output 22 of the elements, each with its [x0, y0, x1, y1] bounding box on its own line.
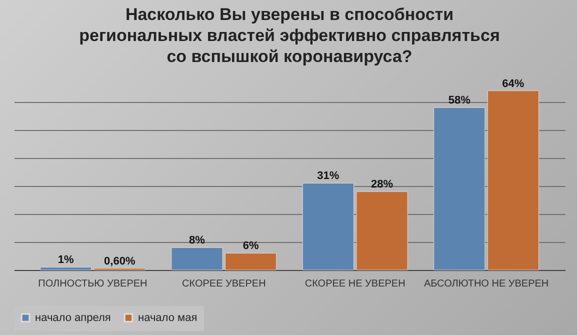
data-label: 8%: [189, 234, 206, 247]
chart-title: Насколько Вы уверены в способности региональных властей эффективно справляться со вспышкой коронавируса?: [79, 4, 500, 66]
legend-label: начало апреля: [35, 312, 111, 324]
bar: [302, 182, 354, 270]
x-tick-label: АБСОЛЮТНО НЕ УВЕРЕН: [424, 278, 549, 290]
bar: [225, 252, 277, 270]
data-label: 1%: [58, 254, 74, 266]
bar: [487, 90, 540, 270]
bar: [356, 191, 408, 270]
bar: [40, 266, 92, 270]
bar: [171, 247, 223, 270]
data-label: 31%: [317, 170, 340, 182]
x-tick-label: СКОРЕЕ УВЕРЕН: [182, 278, 266, 290]
legend-label: начало мая: [138, 312, 198, 324]
x-tick-label: ПОЛНОСТЬЮ УВЕРЕН: [38, 278, 148, 290]
x-tick-label: СКОРЕЕ НЕ УВЕРЕН: [304, 278, 406, 290]
data-label: 6%: [242, 240, 259, 252]
bar: [434, 107, 486, 270]
data-label: 58%: [448, 94, 471, 107]
data-label: 0,60%: [104, 255, 136, 268]
data-label: 28%: [370, 178, 394, 191]
data-label: 64%: [502, 78, 524, 90]
